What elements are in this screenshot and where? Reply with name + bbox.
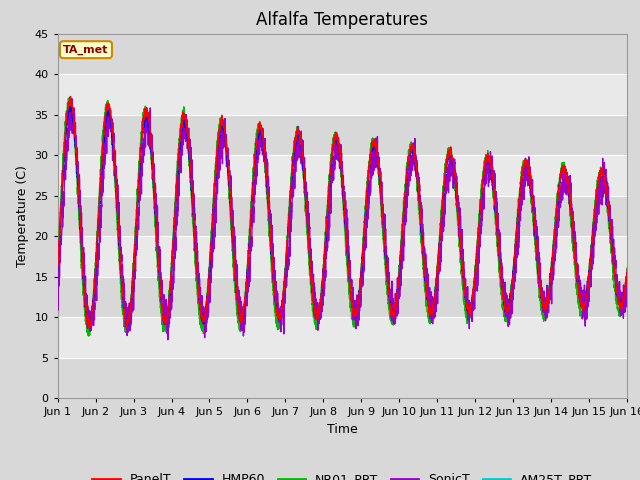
Text: TA_met: TA_met <box>63 45 109 55</box>
Bar <box>58 317 627 358</box>
Y-axis label: Temperature (C): Temperature (C) <box>16 165 29 267</box>
Bar <box>58 74 627 115</box>
Bar <box>58 155 627 196</box>
X-axis label: Time: Time <box>327 423 358 436</box>
Title: Alfalfa Temperatures: Alfalfa Temperatures <box>257 11 428 29</box>
Bar <box>58 236 627 277</box>
Legend: PanelT, HMP60, NR01_PRT, SonicT, AM25T_PRT: PanelT, HMP60, NR01_PRT, SonicT, AM25T_P… <box>88 468 597 480</box>
